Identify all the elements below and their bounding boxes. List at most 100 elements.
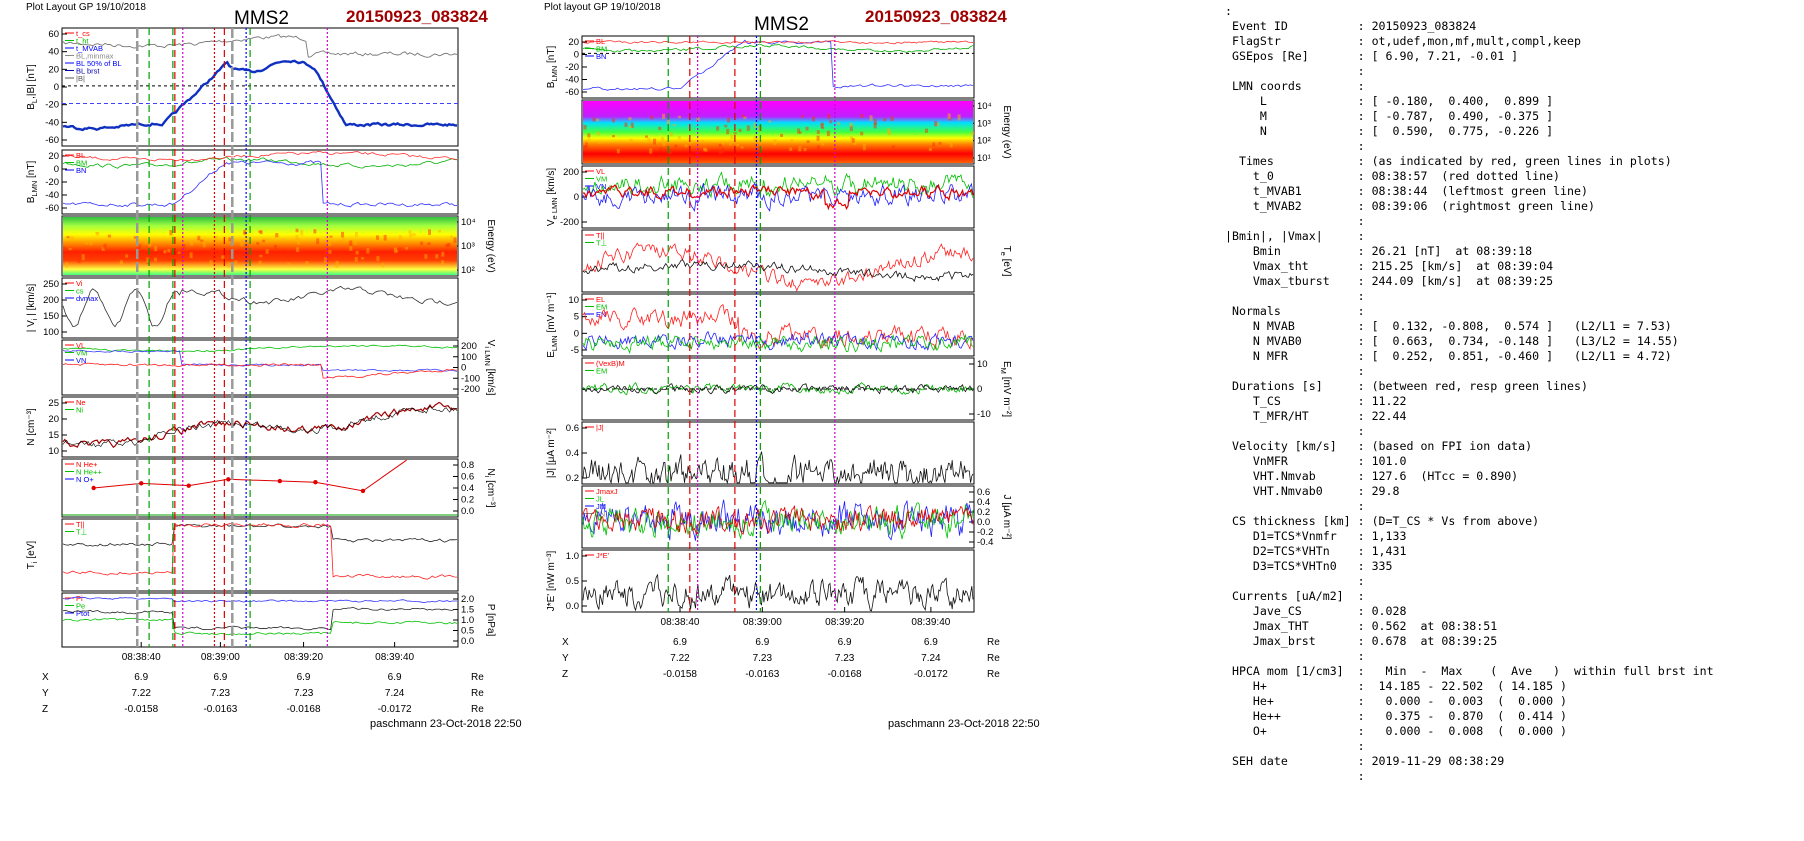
y-label-main: N — [485, 468, 496, 475]
y-tick-label: 0.0 — [566, 601, 579, 612]
y-tick-label: -20 — [45, 177, 59, 188]
y-tick-label: 1.0 — [566, 551, 579, 562]
pos-unit: Re — [987, 653, 1000, 664]
spectrogram-speckle — [342, 238, 346, 242]
spectrogram-speckle — [662, 113, 666, 120]
panel-frame — [61, 149, 459, 215]
info-line: : — [1225, 364, 1365, 378]
info-line: t_MVAB1 : 08:38:44 (leftmost green line) — [1225, 184, 1588, 198]
spectrogram-speckle — [736, 144, 740, 147]
spectrogram-speckle — [329, 235, 333, 238]
y-tick-label: 0 — [54, 82, 59, 93]
series-line — [582, 183, 974, 211]
y-label-rest: [km/s] — [485, 366, 496, 396]
legend-label: VM — [76, 349, 87, 358]
panel-y-label: J*E' [nW m⁻³] — [546, 551, 557, 612]
y-label-sub: LMN — [550, 66, 559, 82]
panel-frame — [581, 293, 975, 357]
y-label-main: | V — [26, 320, 37, 332]
y-label-main: V — [485, 340, 496, 347]
spectrogram-speckle — [107, 234, 111, 238]
spectrogram-speckle — [63, 254, 67, 258]
spectrogram-speckle — [837, 122, 841, 125]
series-line — [582, 242, 974, 292]
spectrogram-speckle — [924, 128, 928, 133]
info-line: D3=TCS*VHTn0 : 335 — [1225, 559, 1393, 573]
y-tick-label: 200 — [563, 167, 579, 178]
he-plus-plus-point — [277, 478, 282, 484]
spectrogram-speckle — [202, 242, 206, 248]
spectrogram-speckle — [335, 260, 339, 263]
info-line: Normals : — [1225, 304, 1365, 318]
spectrogram-speckle — [427, 242, 431, 246]
time-tick-label: 08:39:40 — [911, 617, 950, 628]
spectrogram-speckle — [934, 120, 938, 127]
info-line: N : [ 0.590, 0.775, -0.226 ] — [1225, 124, 1554, 138]
middle-signature: paschmann 23-Oct-2018 22:50 — [888, 718, 1040, 730]
spectrogram-speckle — [850, 136, 854, 140]
spectrogram-speckle — [862, 144, 866, 151]
info-line: : — [1225, 424, 1365, 438]
spectrogram-speckle — [144, 241, 148, 245]
spectrogram-speckle — [341, 231, 345, 238]
spectrogram-speckle — [726, 128, 730, 135]
legend-label: |B| — [76, 74, 85, 83]
panel-y-label: Energy (eV) — [485, 219, 496, 272]
info-line: : — [1225, 739, 1365, 753]
spectrogram-speckle — [376, 235, 380, 240]
series-line — [62, 617, 458, 636]
y-tick-label: 10⁴ — [461, 217, 476, 228]
spectrogram-speckle — [666, 119, 670, 126]
series-line — [62, 606, 458, 631]
y-tick-label: -0.2 — [977, 527, 993, 538]
spectrogram — [583, 101, 973, 163]
pos-value: 7.24 — [385, 688, 405, 699]
pos-value: 6.9 — [213, 672, 227, 683]
spectrogram-speckle — [328, 240, 332, 246]
spectrogram-speckle — [275, 232, 279, 238]
spectrogram-speckle — [928, 147, 932, 152]
spectrogram-speckle — [138, 244, 142, 249]
y-tick-label: 10 — [568, 295, 579, 306]
spectrogram-speckle — [797, 128, 801, 134]
spectrogram-speckle — [790, 138, 794, 144]
spectrogram-speckle — [437, 229, 441, 233]
legend-label: N He++ — [76, 468, 102, 477]
legend-label: Vi — [76, 279, 83, 288]
panel-y-label: Energy (eV) — [1001, 105, 1012, 158]
spectrogram-speckle — [125, 254, 129, 258]
panel-frame — [61, 396, 459, 458]
spectrogram-speckle — [629, 138, 633, 143]
y-tick-label: -60 — [565, 87, 579, 98]
y-label-rest: ,|B| [nT] — [26, 64, 37, 99]
info-line: : — [1225, 64, 1365, 78]
y-tick-label: 0.2 — [461, 495, 474, 506]
spectrogram-speckle — [133, 236, 137, 239]
y-tick-label: 100 — [461, 352, 477, 363]
spectrogram-speckle — [324, 249, 328, 254]
spectrogram-speckle — [428, 229, 432, 235]
panel-frame — [581, 549, 975, 613]
pos-value: 7.22 — [131, 688, 151, 699]
legend-label: VN — [76, 356, 86, 365]
y-label-main: |J| [μA m⁻²] — [546, 428, 557, 478]
spectrogram-speckle — [662, 142, 666, 146]
pos-unit: Re — [987, 669, 1000, 680]
y-label-sub: LMN — [30, 181, 39, 197]
spectrogram-speckle — [89, 241, 93, 245]
time-tick-label: 08:39:00 — [743, 617, 782, 628]
spectrogram-speckle — [684, 144, 688, 148]
pos-value: 6.9 — [924, 637, 938, 648]
spectrogram-speckle — [360, 257, 364, 260]
spectrogram-speckle — [860, 113, 864, 119]
info-line: Durations [s] : (between red, resp green… — [1225, 379, 1588, 393]
legend-label: BM — [76, 159, 87, 168]
spectrogram-speckle — [409, 233, 413, 238]
spectrogram-speckle — [420, 241, 424, 246]
spectrogram-speckle — [441, 251, 445, 257]
spectrogram-speckle — [773, 139, 777, 146]
y-tick-label: 200 — [461, 341, 477, 352]
info-line: t_MVAB2 : 08:39:06 (rightmost green line… — [1225, 199, 1595, 213]
y-label-main: E — [1001, 361, 1012, 368]
y-label-main: B — [26, 103, 37, 110]
